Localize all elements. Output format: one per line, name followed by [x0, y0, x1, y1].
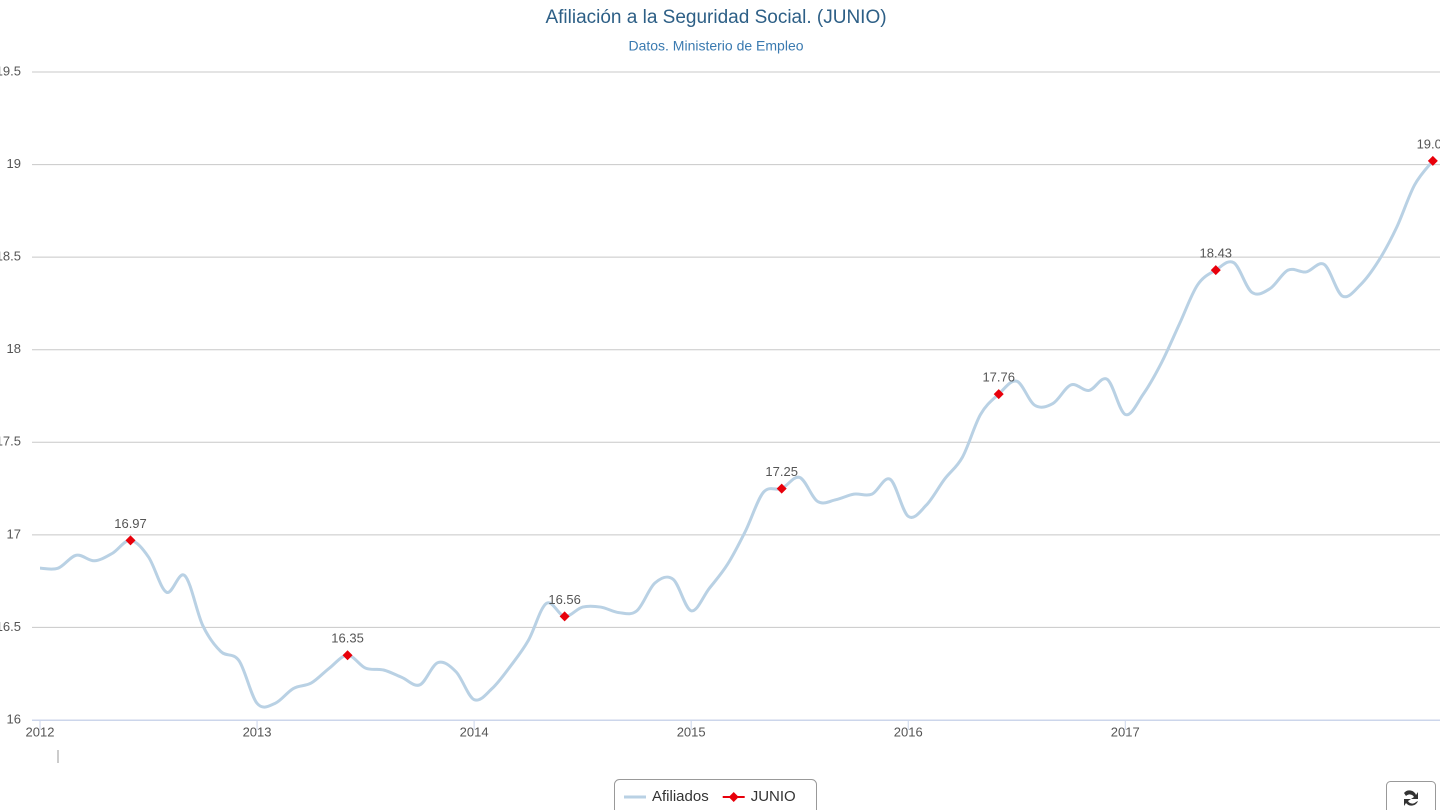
- legend-label: Afiliados: [652, 788, 709, 805]
- data-label: 17.76: [982, 370, 1015, 385]
- y-tick-label: 16: [7, 711, 21, 726]
- y-tick-label: 19.5: [0, 63, 21, 78]
- point-marker: [125, 535, 136, 546]
- data-label: 18.43: [1200, 246, 1233, 261]
- chart-title: Afiliación a la Seguridad Social. (JUNIO…: [545, 7, 886, 28]
- legend-label: JUNIO: [751, 788, 796, 805]
- data-label: 16.35: [331, 631, 364, 646]
- point-marker: [993, 389, 1004, 400]
- legend-marker: [728, 792, 739, 802]
- axes: 16 16.5 17 17.5 18 18.5 19 19.5 2012 2013 2014 2015…: [0, 63, 1440, 739]
- series-line: [39, 159, 1435, 709]
- legend-box: [614, 779, 817, 810]
- data-label: 19.02: [1417, 136, 1440, 151]
- plot-area: 16.97 16.35 16.56 17.25 17.76 18.43 19.02: [39, 136, 1440, 709]
- point-marker: [776, 483, 787, 494]
- x-tick-label: 2014: [460, 724, 489, 739]
- y-tick-label: 18.5: [0, 249, 21, 264]
- y-tick-label: 18: [7, 341, 21, 356]
- refresh-icon: [1404, 790, 1418, 806]
- y-tick-label: 17: [7, 526, 21, 541]
- chart-subtitle: Datos. Ministerio de Empleo: [628, 38, 803, 54]
- point-marker: [342, 650, 353, 661]
- data-label: 17.25: [765, 464, 798, 479]
- x-tick-label: 2013: [243, 724, 272, 739]
- x-tick-label: 2017: [1111, 724, 1140, 739]
- grid: [32, 71, 1440, 721]
- point-marker: [559, 611, 570, 622]
- refresh-button[interactable]: [1386, 781, 1436, 810]
- x-tick-label: 2016: [894, 724, 923, 739]
- data-label: 16.56: [548, 592, 581, 607]
- y-tick-label: 19: [7, 156, 21, 171]
- button-box: [1386, 781, 1436, 810]
- point-marker: [1210, 265, 1221, 276]
- x-tick-label: 2012: [26, 724, 55, 739]
- x-tick-label: 2015: [677, 724, 706, 739]
- y-tick-label: 17.5: [0, 434, 21, 449]
- legend[interactable]: Afiliados JUNIO: [614, 779, 817, 810]
- y-tick-label: 16.5: [0, 619, 21, 634]
- data-label: 16.97: [114, 516, 147, 531]
- point-marker: [1427, 155, 1438, 166]
